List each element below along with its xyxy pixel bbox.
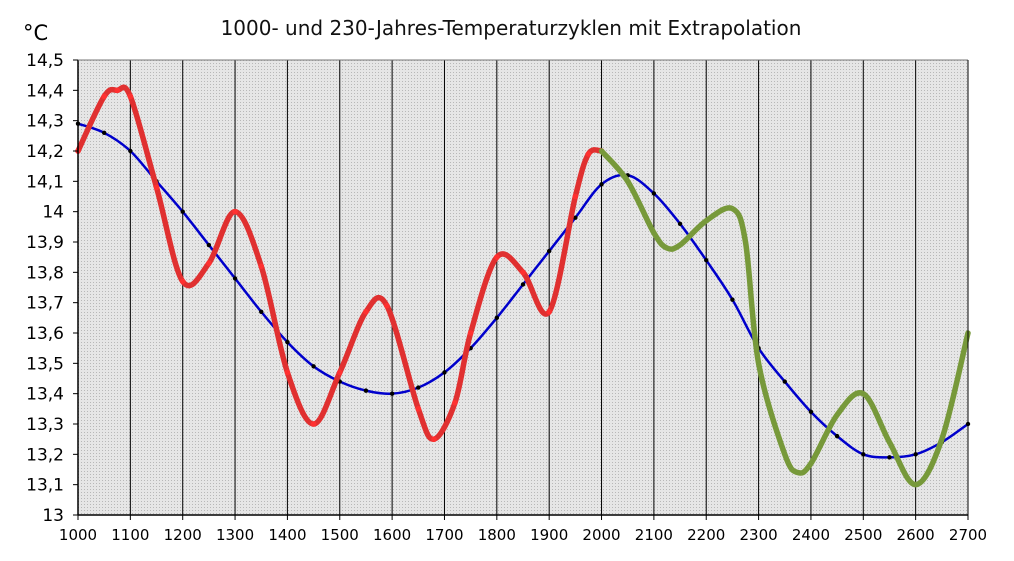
y-tick-label: 13,1 (26, 476, 64, 496)
y-tick-label: 13,8 (26, 263, 64, 283)
series-2-point (179, 278, 186, 285)
series-1-point (311, 364, 316, 369)
series-2-point (467, 330, 474, 336)
series-1-point (546, 248, 552, 254)
series-2-point (258, 263, 265, 270)
series-1-point (285, 339, 290, 345)
y-tick-label: 14,3 (26, 112, 64, 132)
x-tick-label: 1000 (59, 526, 97, 544)
x-tick-label: 2300 (739, 526, 777, 544)
series-2-point (206, 260, 212, 267)
series-1-point (808, 409, 814, 415)
x-tick-label: 2100 (635, 526, 673, 544)
series-1-point (834, 433, 840, 439)
series-2-point (114, 87, 121, 94)
series-1-point (416, 385, 421, 390)
series-1-point (363, 388, 369, 393)
series-2-point (232, 208, 238, 215)
series-1-point (442, 370, 447, 375)
series-2-point (363, 308, 369, 315)
series-1-point (232, 276, 238, 281)
x-tick-label: 1700 (425, 526, 463, 544)
series-2-point (284, 369, 291, 376)
x-tick-label: 1100 (111, 526, 149, 544)
y-tick-label: 13,6 (26, 324, 64, 344)
x-tick-label: 2400 (792, 526, 830, 544)
series-1-point (494, 315, 500, 321)
x-tick-label: 1900 (530, 526, 568, 544)
y-tick-label: 13,2 (26, 445, 64, 465)
plot-background (78, 60, 968, 515)
series-2-point (431, 436, 437, 442)
series-1-point (913, 452, 918, 457)
x-tick-label: 1500 (321, 526, 359, 544)
y-tick-label: 13,9 (26, 233, 64, 253)
y-tick-label: 14 (42, 203, 64, 223)
chart-title: 1000- und 230-Jahres-Temperaturzyklen mi… (221, 16, 802, 40)
series-2-point (153, 184, 160, 191)
plot-area (78, 60, 968, 515)
series-2-point (585, 151, 592, 157)
series-1-point (704, 258, 709, 263)
series-1-point (573, 215, 578, 220)
series-1-point (599, 182, 604, 187)
y-tick-label: 13,4 (26, 385, 64, 405)
y-tick-label: 14,2 (26, 142, 64, 162)
series-1-point (861, 452, 866, 457)
y-tick-label: 14,1 (26, 172, 64, 192)
series-2-point (452, 399, 458, 406)
series-2-point (310, 421, 317, 427)
series-1-point (651, 191, 657, 196)
y-tick-label: 13,3 (26, 415, 64, 435)
y-tick-label: 13 (42, 506, 64, 526)
series-layer (75, 84, 971, 488)
series-1-point (259, 309, 264, 314)
y-tick-label: 14,4 (26, 81, 64, 101)
x-tick-label: 1600 (373, 526, 411, 544)
series-2-point (572, 193, 579, 200)
series-1-point (782, 379, 787, 384)
y-tick-label: 13,7 (26, 294, 64, 314)
series-2-point (384, 302, 390, 309)
series-2-point (127, 93, 134, 100)
series-1-point (520, 282, 526, 287)
axes (73, 59, 969, 520)
series-2-point (336, 369, 343, 376)
series-1-point (101, 130, 107, 135)
series-2-point (546, 308, 552, 315)
series-1-point (206, 242, 212, 248)
series-1-point (128, 148, 133, 154)
series-2-point (101, 93, 107, 100)
x-tick-label: 2200 (687, 526, 725, 544)
series-1-point (389, 391, 395, 396)
x-tick-label: 2600 (897, 526, 935, 544)
x-tick-label: 1300 (216, 526, 254, 544)
series-2-point (415, 406, 422, 412)
series-2-point (494, 254, 500, 260)
x-tick-label: 2000 (582, 526, 620, 544)
x-tick-labels: 1000 1100 1200 1300 1400 1500 1600 1700 1800 1900… (59, 526, 987, 544)
y-tick-labels: 14,5 14,4 14,3 14,2 14,1 14 13,9 13,8 13,7 13,6 13… (26, 51, 64, 526)
x-tick-label: 2700 (949, 526, 987, 544)
y-tick-label: 14,5 (26, 51, 64, 71)
x-tick-label: 2500 (844, 526, 882, 544)
x-tick-label: 1800 (478, 526, 516, 544)
x-tick-label: 1200 (164, 526, 202, 544)
series-1-point (180, 209, 185, 214)
y-axis-unit-label: °C (23, 21, 48, 45)
series-2-point (520, 269, 526, 276)
series-1-point (677, 221, 683, 226)
y-tick-label: 13,5 (26, 354, 64, 374)
series-1-point (730, 297, 735, 302)
series-1-point (887, 455, 892, 460)
x-tick-label: 1400 (268, 526, 306, 544)
